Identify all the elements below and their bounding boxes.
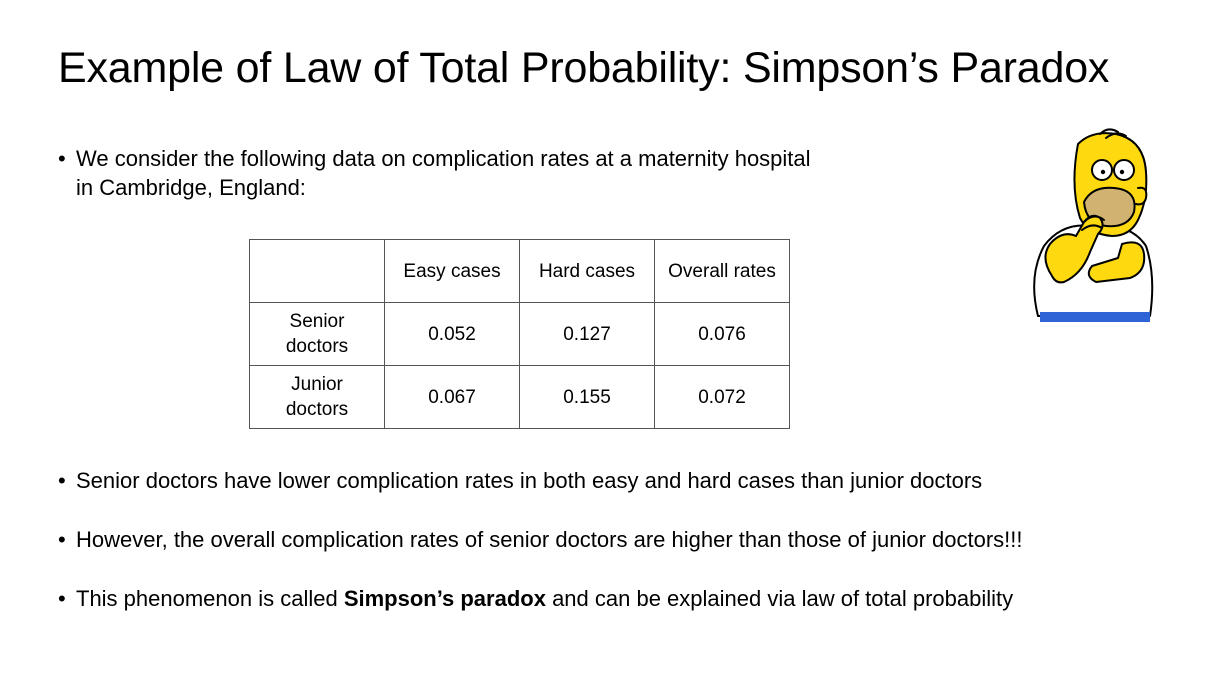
conclusion-pre: This phenomenon is called <box>76 586 344 611</box>
table-corner-cell <box>249 239 385 303</box>
cell-senior-hard: 0.127 <box>519 302 655 366</box>
paradox-text: However, the overall complication rates … <box>76 527 1023 552</box>
row-label-line-2: doctors <box>285 399 349 420</box>
finding-text: Senior doctors have lower complication r… <box>76 468 983 493</box>
header-overall-rates: Overall rates <box>654 239 790 303</box>
intro-line-1: We consider the following data on compli… <box>76 146 811 171</box>
header-hard-cases: Hard cases <box>519 239 655 303</box>
intro-text: We consider the following data on compli… <box>76 144 811 202</box>
intro-line-2: in Cambridge, England: <box>76 175 306 200</box>
table-row: Senior doctors 0.052 0.127 0.076 <box>249 302 790 366</box>
cell-senior-easy: 0.052 <box>384 302 520 366</box>
cell-junior-easy: 0.067 <box>384 365 520 429</box>
row-label-line-1: Junior <box>291 374 343 395</box>
homer-thinking-illustration <box>1033 128 1154 322</box>
cell-senior-overall: 0.076 <box>654 302 790 366</box>
conclusion-bullet: • This phenomenon is called Simpson’s pa… <box>58 584 1013 613</box>
simpsons-paradox-term: Simpson’s paradox <box>343 586 546 611</box>
table-header-row: Easy cases Hard cases Overall rates <box>249 239 790 303</box>
row-label-senior: Senior doctors <box>249 302 385 366</box>
bullet-marker: • <box>58 527 66 552</box>
header-easy-cases: Easy cases <box>384 239 520 303</box>
finding-bullet: • Senior doctors have lower complication… <box>58 466 982 495</box>
row-label-line-2: doctors <box>285 336 349 357</box>
bullet-marker: • <box>58 586 66 611</box>
conclusion-post: and can be explained via law of total pr… <box>545 586 1014 611</box>
intro-bullet: • We consider the following data on comp… <box>58 144 811 202</box>
cell-junior-overall: 0.072 <box>654 365 790 429</box>
slide-title: Example of Law of Total Probability: Sim… <box>58 44 1110 92</box>
complication-rates-table: Easy cases Hard cases Overall rates Seni… <box>249 239 790 429</box>
paradox-bullet: • However, the overall complication rate… <box>58 525 1023 554</box>
bullet-marker: • <box>58 146 66 171</box>
row-label-junior: Junior doctors <box>249 365 385 429</box>
cell-junior-hard: 0.155 <box>519 365 655 429</box>
table-row: Junior doctors 0.067 0.155 0.072 <box>249 365 790 429</box>
conclusion-text: This phenomenon is called Simpson’s para… <box>76 584 1013 613</box>
bullet-marker: • <box>58 468 66 493</box>
row-label-line-1: Senior <box>289 311 345 332</box>
